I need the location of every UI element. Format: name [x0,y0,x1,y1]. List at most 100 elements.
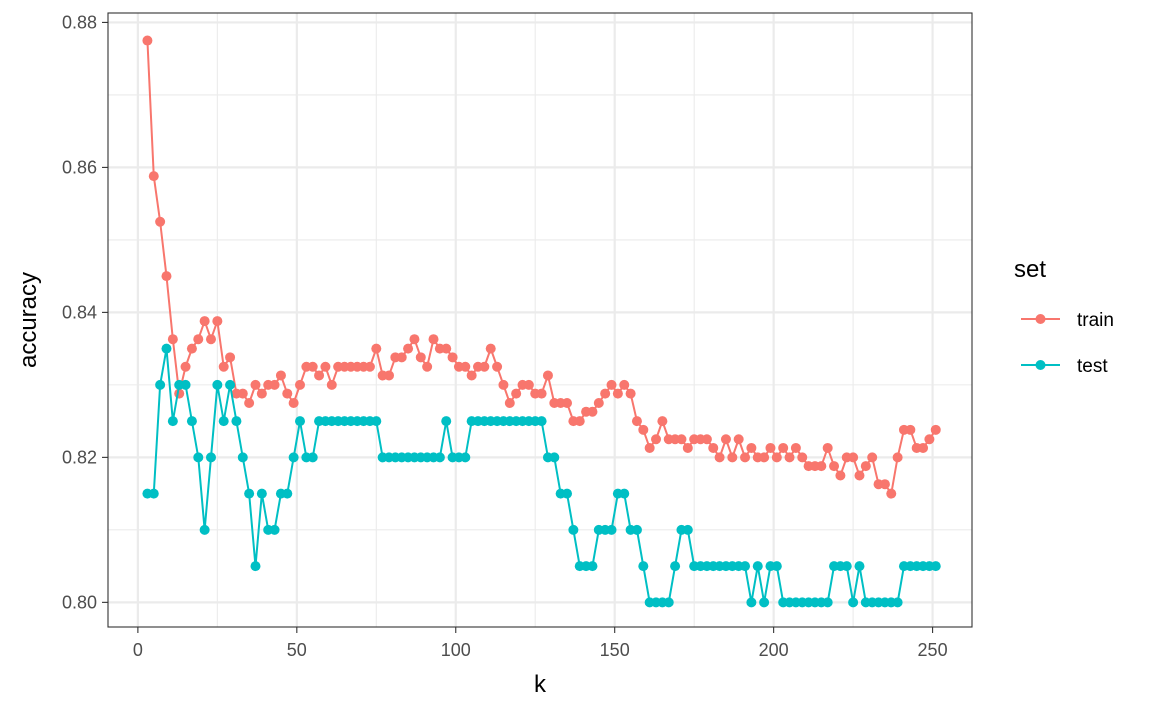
data-point-test [250,561,261,572]
data-point-test [562,488,573,499]
data-point-test [771,561,782,572]
data-point-train [644,442,655,453]
data-point-train [536,388,547,399]
data-point-train [765,442,776,453]
data-point-test [848,597,859,608]
data-point-test [282,488,293,499]
data-point-test [752,561,763,572]
data-point-train [218,361,229,372]
x-tick-label: 50 [287,640,307,660]
data-point-test [180,379,191,390]
data-point-test [822,597,833,608]
data-point-test [930,561,941,572]
data-point-train [428,334,439,345]
legend-title: set [1014,256,1046,283]
data-point-train [364,361,375,372]
data-point-train [498,379,509,390]
data-point-train [422,361,433,372]
data-point-test [892,597,903,608]
data-point-train [835,470,846,481]
data-point-test [256,488,267,499]
x-tick-label: 100 [441,640,471,660]
y-tick-label: 0.88 [62,12,97,32]
data-point-train [892,452,903,463]
data-point-test [631,524,642,535]
data-point-test [288,452,299,463]
major-gridlines [108,13,972,627]
data-point-train [186,343,197,354]
data-point-train [905,424,916,435]
data-point-train [574,416,585,427]
data-point-test [663,597,674,608]
plot-panel [108,13,972,627]
data-point-train [415,352,426,363]
data-point-train [403,343,414,354]
data-point-test [841,561,852,572]
data-point-train [492,361,503,372]
data-point-train [148,171,159,182]
data-point-train [790,442,801,453]
data-point-train [479,361,490,372]
data-point-train [619,379,630,390]
data-point-test [295,416,305,427]
data-point-test [186,416,197,427]
x-tick-label: 0 [133,640,143,660]
data-point-train [282,388,293,399]
data-point-train [326,379,337,390]
data-point-train [778,442,789,453]
data-point-test [167,416,178,427]
minor-gridlines [108,13,972,627]
data-point-train [199,316,210,327]
data-point-test [441,416,452,427]
series-layer [142,35,941,608]
data-point-train [288,398,299,408]
data-point-test [619,488,630,499]
data-point-train [447,352,458,363]
data-point-test [205,452,216,463]
legend-item-test: test [1021,356,1108,377]
data-point-train [511,388,522,399]
data-point-test [199,524,210,535]
data-point-train [409,334,420,345]
data-point-test [536,416,547,427]
data-point-test [148,488,159,499]
data-point-test [231,416,242,427]
legend-key-point [1035,314,1046,324]
legend-key-point [1035,360,1046,370]
x-tick-label: 200 [759,640,789,660]
data-point-train [727,452,738,463]
data-point-train [237,388,248,399]
data-point-train [720,434,731,445]
data-point-test [434,452,445,463]
data-point-train [822,442,833,453]
data-point-train [562,398,573,408]
data-point-train [600,388,611,399]
data-point-train [193,334,204,345]
data-point-test [638,561,649,572]
data-point-train [930,424,941,435]
series-train [142,35,941,499]
data-point-train [167,334,178,345]
data-point-train [256,388,267,399]
data-point-train [867,452,878,463]
y-tick-label: 0.84 [62,302,97,322]
data-point-train [829,461,840,472]
data-point-test [549,452,560,463]
data-point-train [320,361,331,372]
data-point-test [606,524,617,535]
data-point-test [155,379,166,390]
data-point-train [886,488,897,499]
data-point-test [193,452,204,463]
data-point-test [244,488,255,499]
data-point-train [250,379,261,390]
data-point-train [879,479,890,490]
data-point-train [682,442,693,453]
y-axis-title: accuracy [15,272,42,368]
data-point-train [848,452,859,463]
data-point-test [269,524,280,535]
x-axis-title: k [534,671,547,698]
data-point-train [269,379,280,390]
data-point-test [854,561,865,572]
data-point-train [275,370,286,381]
